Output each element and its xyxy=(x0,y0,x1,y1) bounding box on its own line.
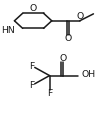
Text: F: F xyxy=(47,89,52,98)
Text: O: O xyxy=(64,34,71,43)
Text: F: F xyxy=(29,81,34,90)
Text: O: O xyxy=(59,54,66,63)
Text: O: O xyxy=(30,4,37,13)
Text: OH: OH xyxy=(81,70,95,80)
Text: F: F xyxy=(29,62,34,71)
Text: HN: HN xyxy=(2,26,15,35)
Text: O: O xyxy=(76,11,83,21)
